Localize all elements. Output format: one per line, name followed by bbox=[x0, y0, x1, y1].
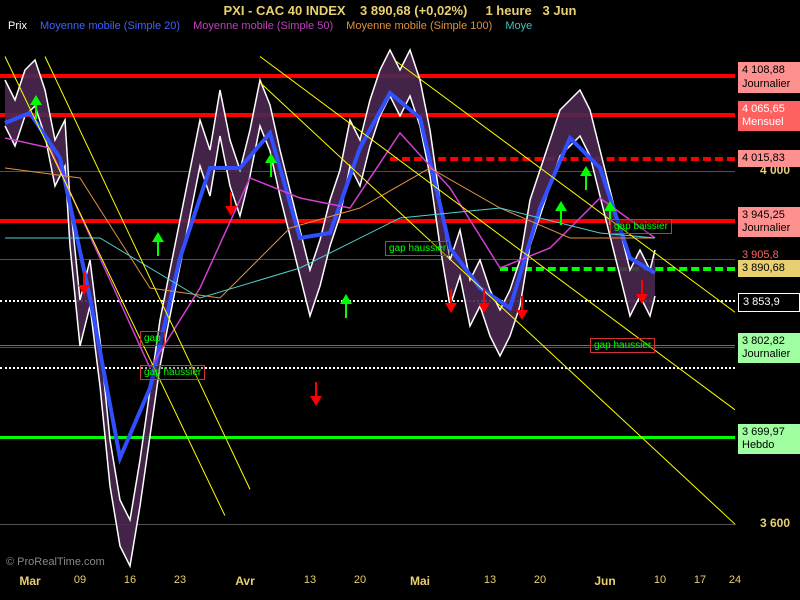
arrow-up-icon bbox=[30, 95, 42, 105]
gap-annotation: gap baissier bbox=[610, 219, 672, 234]
x-tick-label: Mar bbox=[19, 574, 40, 588]
legend-ma100: Moyenne mobile (Simple 100) bbox=[346, 20, 492, 32]
x-tick-label: 20 bbox=[534, 574, 546, 586]
chart-container: PXI - CAC 40 INDEX 3 890,68 (+0,02%) 1 h… bbox=[0, 0, 800, 600]
legend-ma50: Moyenne mobile (Simple 50) bbox=[193, 20, 333, 32]
x-tick-label: 20 bbox=[354, 574, 366, 586]
watermark: © ProRealTime.com bbox=[6, 556, 105, 568]
gap-annotation: gap haussier bbox=[140, 365, 205, 380]
y-tick-label: 3 600 bbox=[760, 516, 790, 530]
arrow-down-icon bbox=[445, 303, 457, 313]
chart-header: PXI - CAC 40 INDEX 3 890,68 (+0,02%) 1 h… bbox=[0, 2, 800, 20]
price-level-label: 3 699,97Hebdo bbox=[738, 424, 800, 454]
arrow-down-icon bbox=[636, 294, 648, 304]
x-tick-label: 23 bbox=[174, 574, 186, 586]
x-tick-label: 17 bbox=[694, 574, 706, 586]
gap-annotation: gap bbox=[140, 331, 165, 346]
legend-price: Prix bbox=[8, 20, 27, 32]
arrow-up-icon bbox=[580, 166, 592, 176]
price-level-label: 3 853,9 bbox=[738, 293, 800, 312]
x-tick-label: Mai bbox=[410, 574, 430, 588]
price-level-label: 3 945,25Journalier bbox=[738, 207, 800, 237]
x-tick-label: 13 bbox=[304, 574, 316, 586]
gap-annotation: gap haussier bbox=[385, 241, 450, 256]
price-level-label: 4 108,88Journalier bbox=[738, 62, 800, 92]
arrow-up-icon bbox=[152, 232, 164, 242]
x-tick-label: 24 bbox=[729, 574, 741, 586]
chart-title: PXI - CAC 40 INDEX 3 890,68 (+0,02%) 1 h… bbox=[223, 3, 576, 18]
arrow-up-icon bbox=[340, 294, 352, 304]
price-level-label: 4 015,83 bbox=[738, 150, 800, 167]
arrow-down-icon bbox=[78, 285, 90, 295]
price-level-label: 4 065,65Mensuel bbox=[738, 101, 800, 131]
x-axis: Mar091623Avr1320Mai1320Jun101724 bbox=[0, 574, 735, 594]
gap-annotation: gap haussier bbox=[590, 338, 655, 353]
legend-ma20: Moyenne mobile (Simple 20) bbox=[40, 20, 180, 32]
x-tick-label: 10 bbox=[654, 574, 666, 586]
price-chart-svg bbox=[0, 38, 735, 568]
x-tick-label: 09 bbox=[74, 574, 86, 586]
arrow-up-icon bbox=[604, 201, 616, 211]
arrow-down-icon bbox=[310, 396, 322, 406]
x-tick-label: 13 bbox=[484, 574, 496, 586]
arrow-down-icon bbox=[516, 310, 528, 320]
price-level-label: 3 802,82Journalier bbox=[738, 333, 800, 363]
arrow-up-icon bbox=[265, 153, 277, 163]
x-tick-label: Jun bbox=[594, 574, 615, 588]
price-level-label: 3 890,68 bbox=[738, 260, 800, 277]
arrow-up-icon bbox=[555, 201, 567, 211]
legend-ma-extra: Moye bbox=[505, 20, 532, 32]
x-tick-label: Avr bbox=[235, 574, 255, 588]
arrow-down-icon bbox=[225, 206, 237, 216]
legend: Prix Moyenne mobile (Simple 20) Moyenne … bbox=[8, 20, 542, 32]
arrow-down-icon bbox=[478, 303, 490, 313]
plot-area[interactable]: gap gap haussier gap haussier gap haussier g… bbox=[0, 38, 735, 568]
x-tick-label: 16 bbox=[124, 574, 136, 586]
